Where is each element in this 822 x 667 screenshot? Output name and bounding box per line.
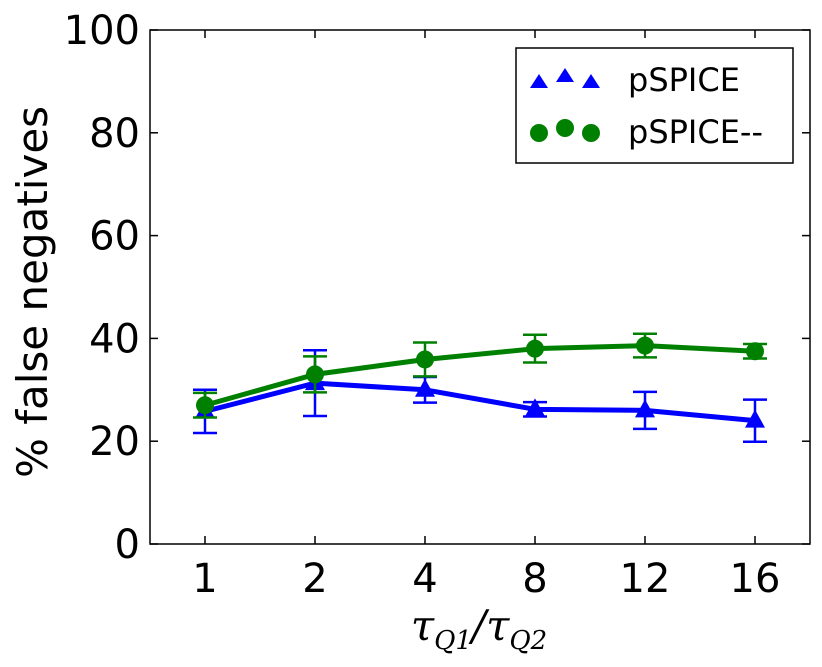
- x-tick-label: 4: [412, 556, 437, 602]
- data-point: [745, 409, 765, 428]
- legend-frame: [515, 47, 794, 164]
- data-point: [635, 399, 655, 418]
- x-tick-label: 16: [730, 556, 781, 602]
- legend-label-pspice-minus: pSPICE--: [628, 113, 763, 151]
- data-point: [416, 350, 434, 369]
- series-line: [204, 343, 756, 408]
- x-axis-label-sub2: Q2: [509, 626, 547, 656]
- y-axis-label: % false negatives: [8, 106, 57, 478]
- x-axis-label-tau2: τ: [486, 601, 510, 650]
- series-layer: [193, 332, 767, 443]
- x-axis-label-slash: /: [468, 601, 490, 650]
- x-tick-label: 12: [620, 556, 671, 602]
- series-line: [204, 380, 756, 424]
- y-tick-label: 80: [89, 111, 140, 157]
- x-tick-label: 8: [522, 556, 547, 602]
- x-axis-label-sub1: Q1: [434, 626, 472, 656]
- y-tick-label: 100: [64, 8, 140, 54]
- y-tick-label: 40: [89, 316, 140, 362]
- data-point: [525, 398, 545, 417]
- data-point: [415, 378, 435, 397]
- x-tick-label: 2: [302, 556, 327, 602]
- y-tick-label: 0: [115, 522, 140, 568]
- x-axis-label-tau1: τ: [411, 601, 435, 650]
- y-tick-label: 20: [89, 419, 140, 465]
- series-pspice-minus-minus: [193, 332, 767, 419]
- data-point: [746, 342, 764, 361]
- legend-label-pspice: pSPICE: [628, 61, 740, 99]
- x-tick-label: 1: [192, 556, 217, 602]
- data-point: [306, 365, 324, 384]
- data-point: [526, 339, 544, 358]
- x-axis: 1 2 4 8 12 16: [192, 30, 780, 602]
- data-point: [636, 336, 654, 355]
- legend: pSPICE pSPICE--: [515, 47, 794, 164]
- y-tick-label: 60: [89, 214, 140, 260]
- legend-marker-pspice-minus: [530, 119, 600, 142]
- y-axis: 0 20 40 60 80 100: [64, 8, 810, 568]
- x-axis-label: τQ1/τQ2: [411, 601, 547, 656]
- legend-marker-pspice: [530, 68, 600, 88]
- data-point: [196, 396, 214, 415]
